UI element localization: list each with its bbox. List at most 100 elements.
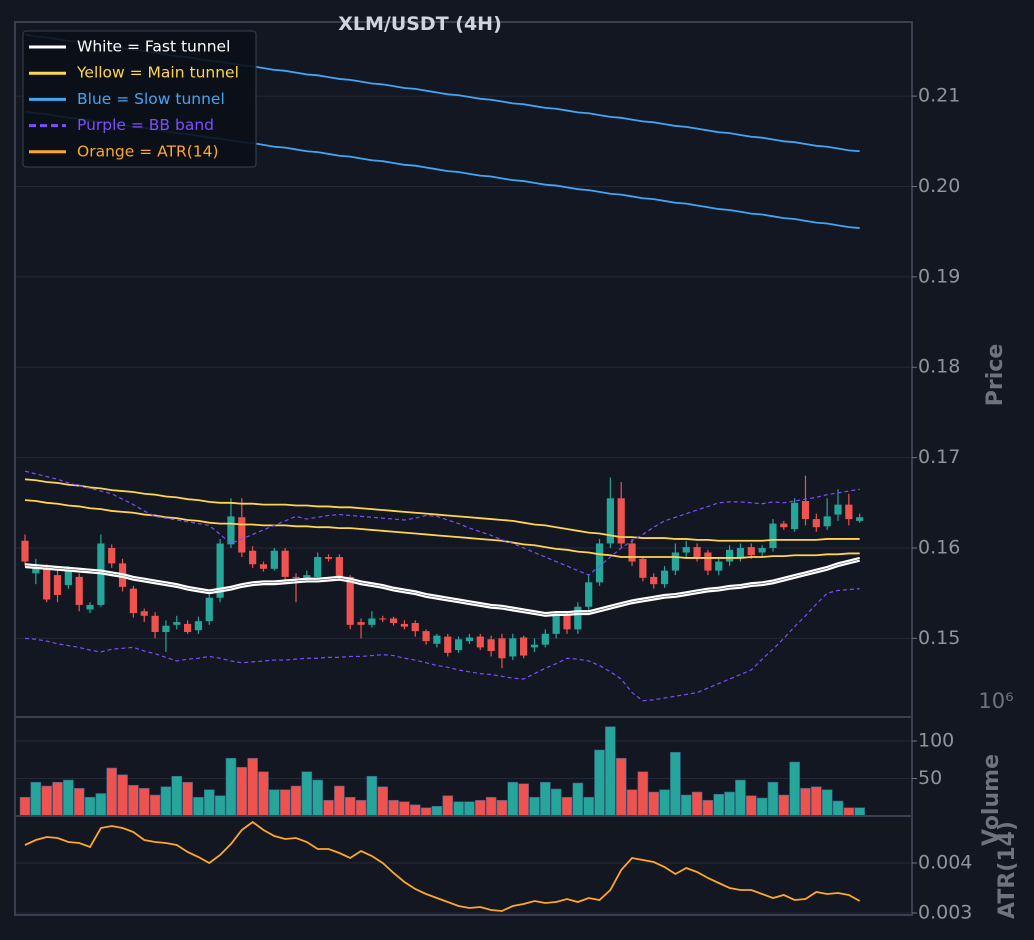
price-tick-label: 0.21 bbox=[918, 85, 960, 107]
volume-tick-label: 50 bbox=[918, 767, 942, 789]
volume-bar bbox=[19, 796, 31, 816]
volume-bar bbox=[529, 796, 540, 816]
price-tick-label: 0.19 bbox=[918, 265, 960, 287]
volume-bar bbox=[117, 774, 128, 816]
legend-box bbox=[22, 30, 257, 168]
price-tick-label: 0.18 bbox=[918, 356, 960, 378]
candle-body bbox=[595, 543, 604, 583]
candle-body bbox=[509, 638, 517, 657]
candle-body bbox=[86, 604, 94, 610]
candle-body bbox=[736, 547, 745, 558]
volume-bar bbox=[778, 794, 790, 816]
candle-body bbox=[574, 606, 582, 630]
overlay-line bbox=[24, 559, 860, 617]
overlay-line bbox=[24, 556, 860, 615]
candle-body bbox=[43, 567, 51, 600]
candle-body bbox=[812, 519, 820, 528]
price-axis-title: Price bbox=[983, 344, 1008, 406]
volume-bar bbox=[355, 799, 367, 816]
volume-bar bbox=[767, 781, 779, 816]
candle-body bbox=[671, 552, 679, 571]
candle-body bbox=[32, 567, 40, 574]
volume-bar bbox=[334, 785, 345, 816]
volume-bar bbox=[540, 781, 551, 816]
legend-label: Blue = Slow tunnel bbox=[77, 90, 225, 108]
candle-body bbox=[823, 516, 831, 527]
candle-body bbox=[693, 547, 701, 558]
candle-body bbox=[21, 540, 29, 562]
candle-body bbox=[108, 547, 116, 564]
volume-bar bbox=[843, 807, 855, 816]
volume-bar bbox=[800, 787, 811, 816]
overlay-line bbox=[24, 478, 860, 542]
volume-bar bbox=[550, 788, 562, 816]
volume-bar bbox=[637, 771, 649, 816]
candle-body bbox=[845, 504, 853, 520]
candle-body bbox=[444, 636, 452, 653]
candle-body bbox=[389, 618, 398, 624]
volume-bar bbox=[659, 789, 670, 816]
candle-body bbox=[324, 557, 333, 559]
volume-bar bbox=[63, 779, 74, 816]
volume-bar bbox=[214, 795, 226, 816]
candle-body bbox=[292, 576, 300, 578]
volume-bar bbox=[420, 807, 432, 816]
legend-label: Purple = BB band bbox=[77, 116, 214, 134]
candle-body bbox=[617, 498, 625, 544]
candle-body bbox=[715, 561, 723, 571]
volume-bar bbox=[128, 784, 139, 816]
volume-bar bbox=[138, 787, 150, 816]
volume-bar bbox=[670, 751, 681, 816]
volume-bar bbox=[171, 775, 183, 816]
overlay-line bbox=[24, 588, 860, 702]
candle-body bbox=[455, 639, 463, 651]
volume-bar bbox=[453, 801, 464, 816]
candle-body bbox=[747, 547, 755, 556]
candle-body bbox=[606, 498, 614, 544]
volume-bar bbox=[301, 771, 313, 816]
candle-body bbox=[379, 618, 387, 620]
volume-bar bbox=[388, 799, 399, 816]
volume-bar bbox=[409, 804, 421, 816]
candle-body bbox=[801, 500, 810, 520]
candle-body bbox=[628, 543, 636, 562]
price-tick-label: 0.20 bbox=[918, 175, 960, 197]
volume-bar bbox=[95, 793, 107, 816]
volume-bar bbox=[279, 789, 291, 816]
volume-bar bbox=[269, 789, 280, 816]
volume-bar bbox=[713, 793, 725, 816]
candle-body bbox=[53, 575, 62, 595]
candle-body bbox=[303, 575, 311, 578]
candle-body bbox=[433, 635, 441, 644]
volume-bar bbox=[52, 781, 63, 816]
candle-body bbox=[498, 638, 506, 659]
candle-body bbox=[249, 550, 257, 565]
volume-bar bbox=[583, 796, 594, 816]
candle-body bbox=[227, 516, 235, 545]
volume-bar bbox=[442, 795, 454, 816]
volume-bar bbox=[832, 800, 844, 816]
candle-body bbox=[205, 597, 213, 622]
volume-bar bbox=[648, 791, 660, 816]
volume-bar bbox=[507, 781, 519, 816]
legend-label: White = Fast tunnel bbox=[77, 38, 230, 56]
volume-bar bbox=[821, 789, 833, 816]
candle-body bbox=[346, 576, 354, 625]
candle-body bbox=[552, 615, 560, 634]
volume-bar bbox=[594, 749, 605, 816]
candle-body bbox=[769, 523, 777, 548]
volume-bar bbox=[518, 783, 529, 816]
candle-body bbox=[726, 549, 734, 562]
volume-bar bbox=[41, 785, 52, 816]
volume-bar bbox=[605, 726, 616, 816]
atr-axis-title: ATR(14) bbox=[995, 821, 1020, 919]
candle-body bbox=[834, 504, 842, 515]
candle-body bbox=[368, 618, 376, 625]
atr-tick-label: 0.004 bbox=[918, 852, 972, 874]
volume-bar bbox=[377, 786, 389, 816]
volume-bar bbox=[474, 799, 486, 816]
candle-body bbox=[639, 558, 647, 578]
candle-body bbox=[194, 621, 203, 631]
volume-bar bbox=[203, 789, 215, 816]
